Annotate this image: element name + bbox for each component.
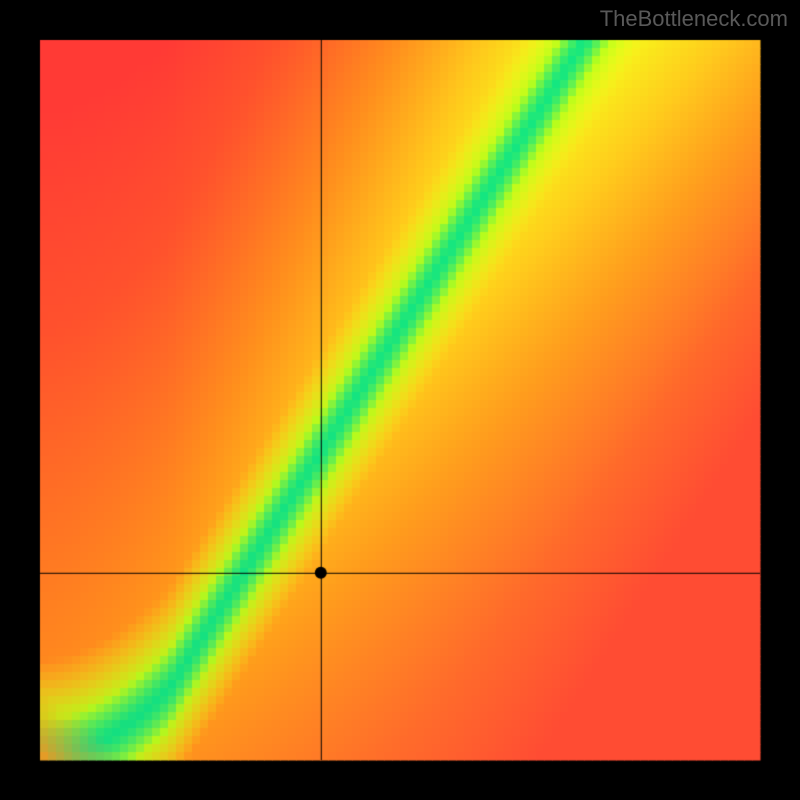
chart-container: TheBottleneck.com: [0, 0, 800, 800]
bottleneck-heatmap: [0, 0, 800, 800]
watermark-text: TheBottleneck.com: [600, 6, 788, 32]
